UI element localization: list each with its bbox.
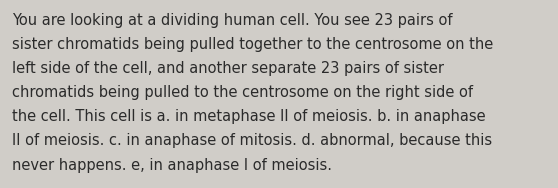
Text: chromatids being pulled to the centrosome on the right side of: chromatids being pulled to the centrosom…: [12, 85, 473, 100]
Text: the cell. This cell is a. in metaphase II of meiosis. b. in anaphase: the cell. This cell is a. in metaphase I…: [12, 109, 486, 124]
Text: sister chromatids being pulled together to the centrosome on the: sister chromatids being pulled together …: [12, 37, 493, 52]
Text: You are looking at a dividing human cell. You see 23 pairs of: You are looking at a dividing human cell…: [12, 13, 453, 28]
Text: left side of the cell, and another separate 23 pairs of sister: left side of the cell, and another separ…: [12, 61, 444, 76]
Text: II of meiosis. c. in anaphase of mitosis. d. abnormal, because this: II of meiosis. c. in anaphase of mitosis…: [12, 133, 492, 149]
Text: never happens. e, in anaphase I of meiosis.: never happens. e, in anaphase I of meios…: [12, 158, 332, 173]
